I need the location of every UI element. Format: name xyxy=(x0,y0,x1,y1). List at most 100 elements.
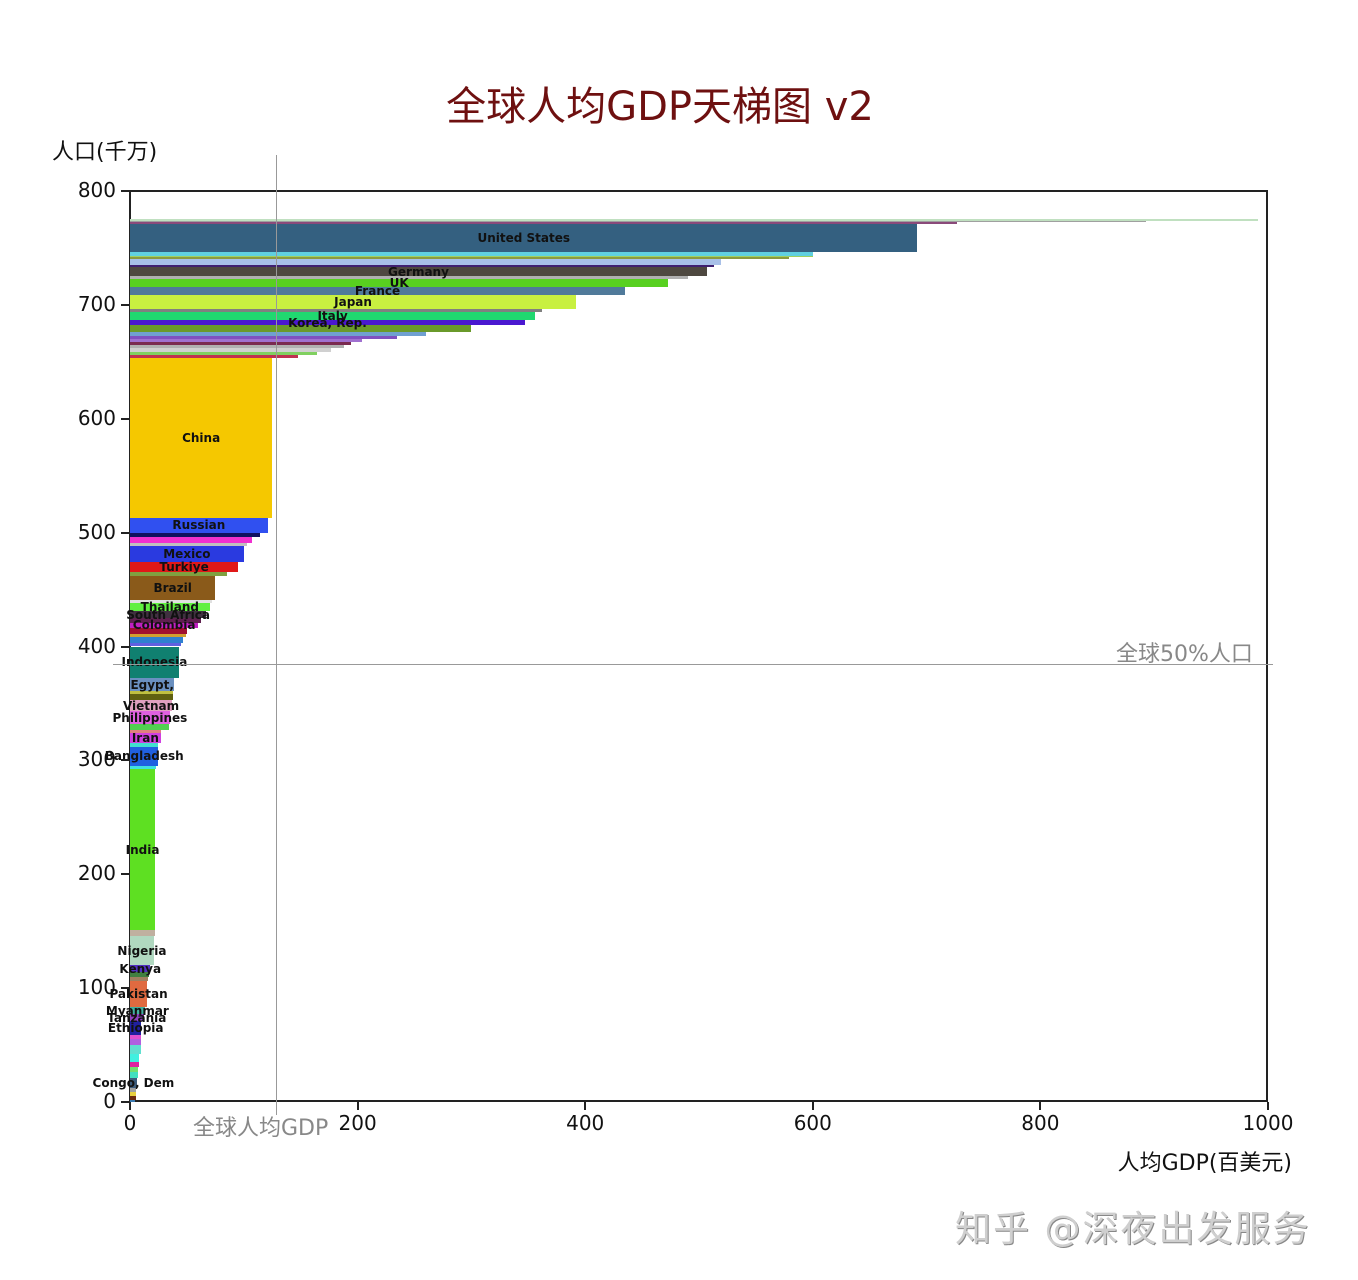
bar xyxy=(130,335,398,340)
bar xyxy=(130,351,317,355)
x-tick-mark xyxy=(1267,1102,1269,1110)
bar-label: Tanzania xyxy=(107,1010,167,1025)
bar xyxy=(130,1034,142,1040)
bar-label: Germany xyxy=(388,264,449,279)
bar xyxy=(130,572,227,576)
y-tick-label: 300 xyxy=(77,747,116,772)
x-tick-mark xyxy=(356,1102,359,1110)
bar xyxy=(130,309,542,312)
bar xyxy=(130,618,201,623)
bar xyxy=(130,746,159,767)
bar xyxy=(130,1078,137,1089)
bar xyxy=(130,965,151,973)
bar xyxy=(130,562,239,573)
bar xyxy=(130,743,159,747)
bar xyxy=(130,1054,140,1063)
bar xyxy=(130,628,187,634)
bar-label: Pakistan xyxy=(109,987,168,1002)
half-population-label: 全球50%人口 xyxy=(1116,642,1253,667)
bar xyxy=(130,1088,136,1092)
bar xyxy=(130,678,175,691)
bar xyxy=(130,611,207,619)
bar-series: Congo, Dem Ethiopia Tanzania Myanmar Pakista… xyxy=(93,0,1269,1280)
bar xyxy=(130,252,813,256)
bar xyxy=(130,1007,145,1015)
world-avg-gdp-label: 全球人均GDP xyxy=(193,1116,329,1141)
bar xyxy=(130,769,156,931)
y-tick-label: 600 xyxy=(77,405,116,430)
bar xyxy=(130,599,212,604)
bar xyxy=(130,220,1147,222)
bar xyxy=(130,358,273,518)
bar-label: UK xyxy=(389,275,409,290)
x-tick-mark xyxy=(584,1102,587,1110)
bar xyxy=(130,325,472,333)
y-tick-label: 200 xyxy=(77,861,116,886)
bar-label: Colombia xyxy=(132,618,196,633)
bar-label: Japan xyxy=(334,295,372,310)
bar xyxy=(130,339,363,343)
bar xyxy=(130,319,525,326)
y-tick-mark xyxy=(121,645,129,648)
bar xyxy=(130,259,721,265)
x-axis-label: 人均GDP(百美元) xyxy=(1117,1151,1292,1176)
bar xyxy=(130,537,252,543)
bar xyxy=(130,646,179,679)
chart-title: 全球人均GDP天梯图 v2 xyxy=(446,84,874,130)
bar-label: Kenya xyxy=(119,961,162,976)
bar-label: India xyxy=(125,842,160,857)
x-tick-label: 200 xyxy=(338,1111,377,1135)
bar-label: Italy xyxy=(317,308,348,323)
bar-label: Ethiopia xyxy=(107,1020,164,1035)
bar xyxy=(130,342,351,345)
y-tick-mark xyxy=(121,531,129,534)
bar-label: Vietnam xyxy=(122,698,180,713)
bar xyxy=(130,700,173,712)
bar xyxy=(130,733,161,744)
bar-label: United States xyxy=(477,231,571,246)
bar xyxy=(130,1014,144,1022)
bar xyxy=(130,278,669,287)
y-tick-mark xyxy=(121,303,129,306)
x-tick-label: 600 xyxy=(793,1111,832,1135)
bar xyxy=(130,224,918,253)
bar-label: South Africa xyxy=(126,607,210,622)
bar-label: Thailand xyxy=(140,600,199,615)
bar xyxy=(130,575,216,600)
bar xyxy=(130,219,1258,221)
y-tick-label: 700 xyxy=(77,291,116,316)
y-tick-mark xyxy=(121,417,129,420)
bar xyxy=(130,532,260,538)
y-tick-mark xyxy=(121,987,129,990)
bar xyxy=(130,766,157,770)
bar-label: Mexico xyxy=(163,547,211,562)
x-tick-label: 0 xyxy=(123,1111,137,1135)
bar xyxy=(130,255,813,258)
y-tick-mark xyxy=(121,873,129,876)
bar xyxy=(130,1072,138,1079)
bar xyxy=(130,332,426,336)
bar xyxy=(130,1021,142,1035)
bar xyxy=(130,294,577,310)
bar xyxy=(130,1099,135,1102)
bar-label: Bangladesh xyxy=(104,749,184,764)
bar-label: Brazil xyxy=(153,580,192,595)
bar xyxy=(130,976,149,982)
half-population-line xyxy=(113,664,1273,665)
y-axis-label: 人口(千万) xyxy=(52,140,158,165)
x-tick-mark xyxy=(811,1102,814,1110)
bar xyxy=(130,981,148,1008)
bar xyxy=(130,1039,142,1046)
bar-label: Korea, Rep. xyxy=(288,315,367,330)
bar xyxy=(130,637,184,644)
bar xyxy=(130,1045,142,1055)
bar-label: Myanmar xyxy=(105,1003,169,1018)
bar-label: Egypt, xyxy=(130,677,174,692)
bar xyxy=(130,603,210,612)
y-tick-mark xyxy=(121,190,129,192)
bar xyxy=(130,311,536,320)
bar xyxy=(130,1066,138,1073)
bar xyxy=(130,542,248,547)
bar-label: Indonesia xyxy=(121,655,188,670)
bar-label: Philippines xyxy=(112,710,188,725)
